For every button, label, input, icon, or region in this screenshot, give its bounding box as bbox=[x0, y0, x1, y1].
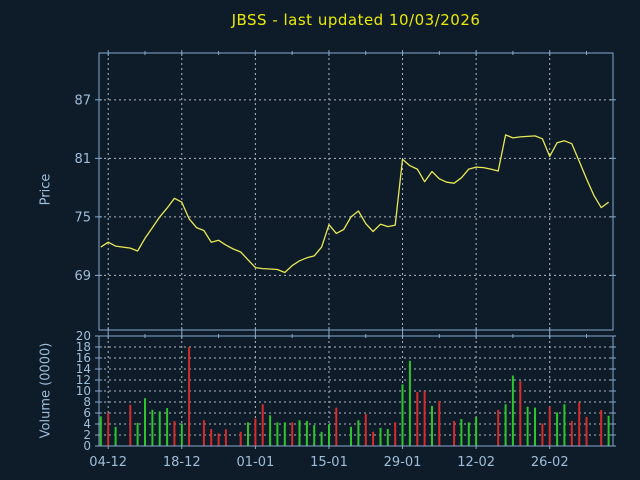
volume-bar bbox=[357, 420, 360, 446]
volume-bar bbox=[379, 427, 382, 446]
volume-bar bbox=[570, 421, 573, 446]
volume-bar bbox=[548, 406, 551, 446]
volume-bar bbox=[350, 426, 352, 446]
price-tick-label: 69 bbox=[74, 269, 91, 284]
date-label: 15-01 bbox=[310, 455, 348, 470]
volume-tick-label: 4 bbox=[83, 417, 91, 431]
volume-bar bbox=[254, 418, 257, 446]
volume-bar bbox=[298, 420, 301, 446]
volume-bar bbox=[460, 419, 463, 446]
volume-bar bbox=[305, 421, 308, 446]
volume-tick-label: 20 bbox=[76, 329, 91, 343]
volume-tick-label: 2 bbox=[83, 428, 91, 442]
volume-bar bbox=[261, 404, 264, 446]
volume-bar bbox=[283, 422, 286, 446]
volume-bar bbox=[386, 429, 389, 446]
volume-bar bbox=[556, 412, 559, 446]
volume-bar bbox=[320, 431, 323, 446]
date-label: 04-12 bbox=[89, 455, 127, 470]
volume-tick-label: 18 bbox=[76, 340, 91, 354]
volume-bar bbox=[202, 420, 205, 446]
volume-bar bbox=[291, 422, 294, 446]
date-label: 26-02 bbox=[531, 455, 569, 470]
volume-bar bbox=[269, 415, 272, 446]
date-label: 29-01 bbox=[384, 455, 422, 470]
price-tick-label: 75 bbox=[74, 210, 91, 225]
chart-title: JBSS - last updated 10/03/2026 bbox=[231, 11, 481, 29]
volume-bar bbox=[107, 413, 110, 446]
volume-bar bbox=[276, 422, 279, 446]
volume-bar bbox=[158, 411, 161, 446]
volume-bar bbox=[423, 391, 426, 446]
volume-tick-label: 14 bbox=[76, 362, 91, 376]
volume-bar bbox=[114, 426, 117, 446]
volume-bar bbox=[173, 421, 176, 446]
volume-bar bbox=[99, 416, 102, 446]
price-line bbox=[100, 134, 609, 274]
volume-bar bbox=[394, 422, 397, 446]
volume-bar bbox=[585, 416, 588, 446]
volume-bar bbox=[217, 433, 220, 446]
volume-bar bbox=[166, 408, 169, 446]
volume-bar bbox=[239, 431, 242, 446]
volume-bar bbox=[328, 424, 330, 446]
volume-bar bbox=[247, 422, 249, 446]
volume-tick-label: 8 bbox=[83, 395, 91, 409]
volume-bar bbox=[504, 404, 507, 446]
volume-bar bbox=[129, 404, 132, 446]
volume-bar bbox=[578, 402, 581, 446]
volume-bar bbox=[519, 381, 522, 446]
date-label: 12-02 bbox=[457, 455, 495, 470]
volume-bar bbox=[467, 422, 470, 446]
volume-bar bbox=[180, 423, 183, 446]
volume-bar bbox=[313, 425, 316, 446]
volume-bar bbox=[364, 414, 367, 446]
volume-tick-label: 0 bbox=[83, 439, 91, 453]
volume-bar bbox=[534, 407, 536, 446]
volume-bar bbox=[541, 423, 544, 446]
volume-tick-label: 10 bbox=[76, 384, 91, 398]
price-tick-label: 81 bbox=[74, 152, 91, 167]
volume-bar bbox=[408, 360, 411, 446]
volume-tick-label: 6 bbox=[83, 406, 91, 420]
volume-bar bbox=[475, 416, 478, 446]
volume-bar bbox=[372, 431, 375, 446]
pane-border bbox=[98, 335, 614, 447]
volume-tick-label: 16 bbox=[76, 351, 91, 365]
volume-bar bbox=[438, 400, 441, 446]
volume-bar bbox=[210, 429, 213, 446]
volume-bar bbox=[136, 422, 139, 446]
volume-bar bbox=[335, 407, 338, 446]
volume-bar bbox=[224, 429, 227, 446]
volume-bar bbox=[453, 421, 456, 446]
volume-bar bbox=[607, 415, 610, 446]
volume-tick-label: 12 bbox=[76, 373, 91, 387]
volume-bar bbox=[431, 405, 433, 446]
volume-bar bbox=[497, 410, 500, 446]
pane-border bbox=[98, 52, 614, 331]
volume-bar bbox=[144, 398, 146, 446]
volume-bar bbox=[151, 409, 154, 446]
volume-bars bbox=[99, 347, 610, 446]
volume-bar bbox=[188, 347, 191, 446]
volume-bar bbox=[563, 404, 566, 446]
date-label: 18-12 bbox=[163, 455, 201, 470]
date-label: 01-01 bbox=[236, 455, 274, 470]
price-pane: 69 75 81 87 bbox=[74, 50, 616, 333]
volume-bar bbox=[526, 406, 529, 446]
volume-bar bbox=[416, 392, 419, 446]
volume-bar bbox=[511, 375, 514, 446]
volume-bar bbox=[401, 384, 404, 446]
volume-bar bbox=[600, 410, 603, 446]
price-tick-label: 87 bbox=[74, 93, 91, 108]
